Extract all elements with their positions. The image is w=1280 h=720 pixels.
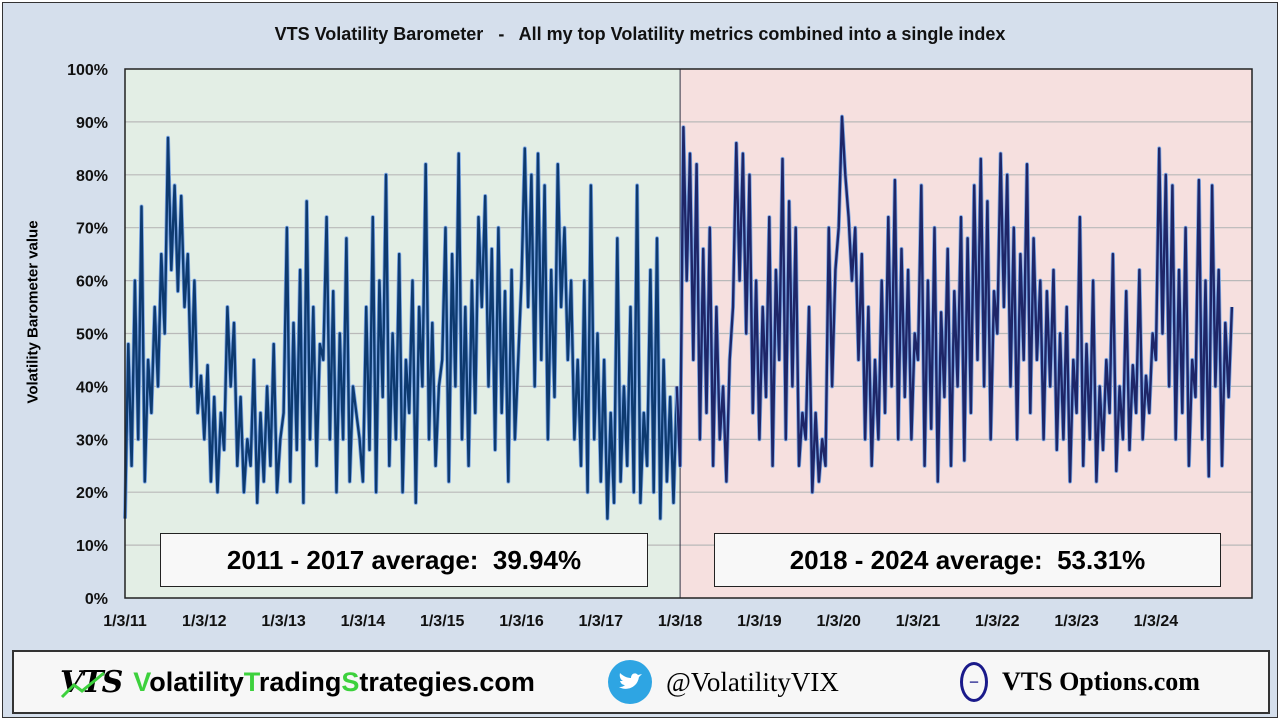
twitter-handle: @VolatilityVIX [666, 666, 839, 697]
y-tick-label: 0% [85, 591, 108, 608]
vts-website-link[interactable]: VTS VolatilityTradingStrategies.com [60, 652, 535, 712]
y-tick-label: 70% [76, 221, 108, 238]
x-tick-label: 1/3/12 [182, 613, 227, 630]
chart-title: VTS Volatility Barometer - All my top Vo… [274, 24, 1006, 44]
y-tick-label: 60% [76, 274, 108, 291]
average-box-2011-2017: 2011 - 2017 average: 39.94% [160, 533, 648, 587]
y-tick-label: 90% [76, 115, 108, 132]
x-tick-label: 1/3/14 [341, 613, 386, 630]
theta-icon: − [960, 662, 988, 702]
x-tick-label: 1/3/22 [975, 613, 1020, 630]
y-tick-label: 80% [76, 168, 108, 185]
vts-logo-icon: VTS [60, 664, 123, 700]
vts-options-text: VTS Options.com [1002, 667, 1200, 696]
twitter-bird-icon [608, 660, 652, 704]
x-tick-label: 1/3/13 [261, 613, 306, 630]
y-tick-label: 30% [76, 432, 108, 449]
y-tick-label: 50% [76, 327, 108, 344]
twitter-link[interactable]: @VolatilityVIX [608, 652, 839, 712]
vts-website-text: VolatilityTradingStrategies.com [133, 666, 535, 697]
x-tick-label: 1/3/21 [896, 613, 941, 630]
x-tick-label: 1/3/17 [579, 613, 624, 630]
x-tick-label: 1/3/11 [103, 613, 147, 630]
chart-svg: 0% 10% 20% 30% 40% 50% 60% 70% 80% 90% 100% 1/3/11 1… [67, 62, 1253, 630]
x-tick-label: 1/3/18 [658, 613, 703, 630]
x-tick-label: 1/3/24 [1134, 613, 1179, 630]
x-tick-label: 1/3/15 [420, 613, 465, 630]
footer-banner: VTS VolatilityTradingStrategies.com @Vol… [12, 650, 1270, 714]
plot-border [124, 68, 1253, 599]
y-tick-label: 20% [76, 485, 108, 502]
x-tick-label: 1/3/23 [1054, 613, 1099, 630]
y-tick-label: 100% [67, 62, 108, 79]
x-tick-label: 1/3/16 [499, 613, 544, 630]
vts-options-link[interactable]: − VTS Options.com [960, 652, 1200, 712]
x-tick-label: 1/3/19 [737, 613, 782, 630]
y-tick-label: 40% [76, 379, 108, 396]
y-tick-label: 10% [76, 538, 108, 555]
series-line-2011-2017 [123, 136, 678, 520]
x-tick-label: 1/3/20 [816, 613, 861, 630]
average-box-2018-2024: 2018 - 2024 average: 53.31% [714, 533, 1221, 587]
series-line-2018-2024 [675, 115, 1234, 494]
